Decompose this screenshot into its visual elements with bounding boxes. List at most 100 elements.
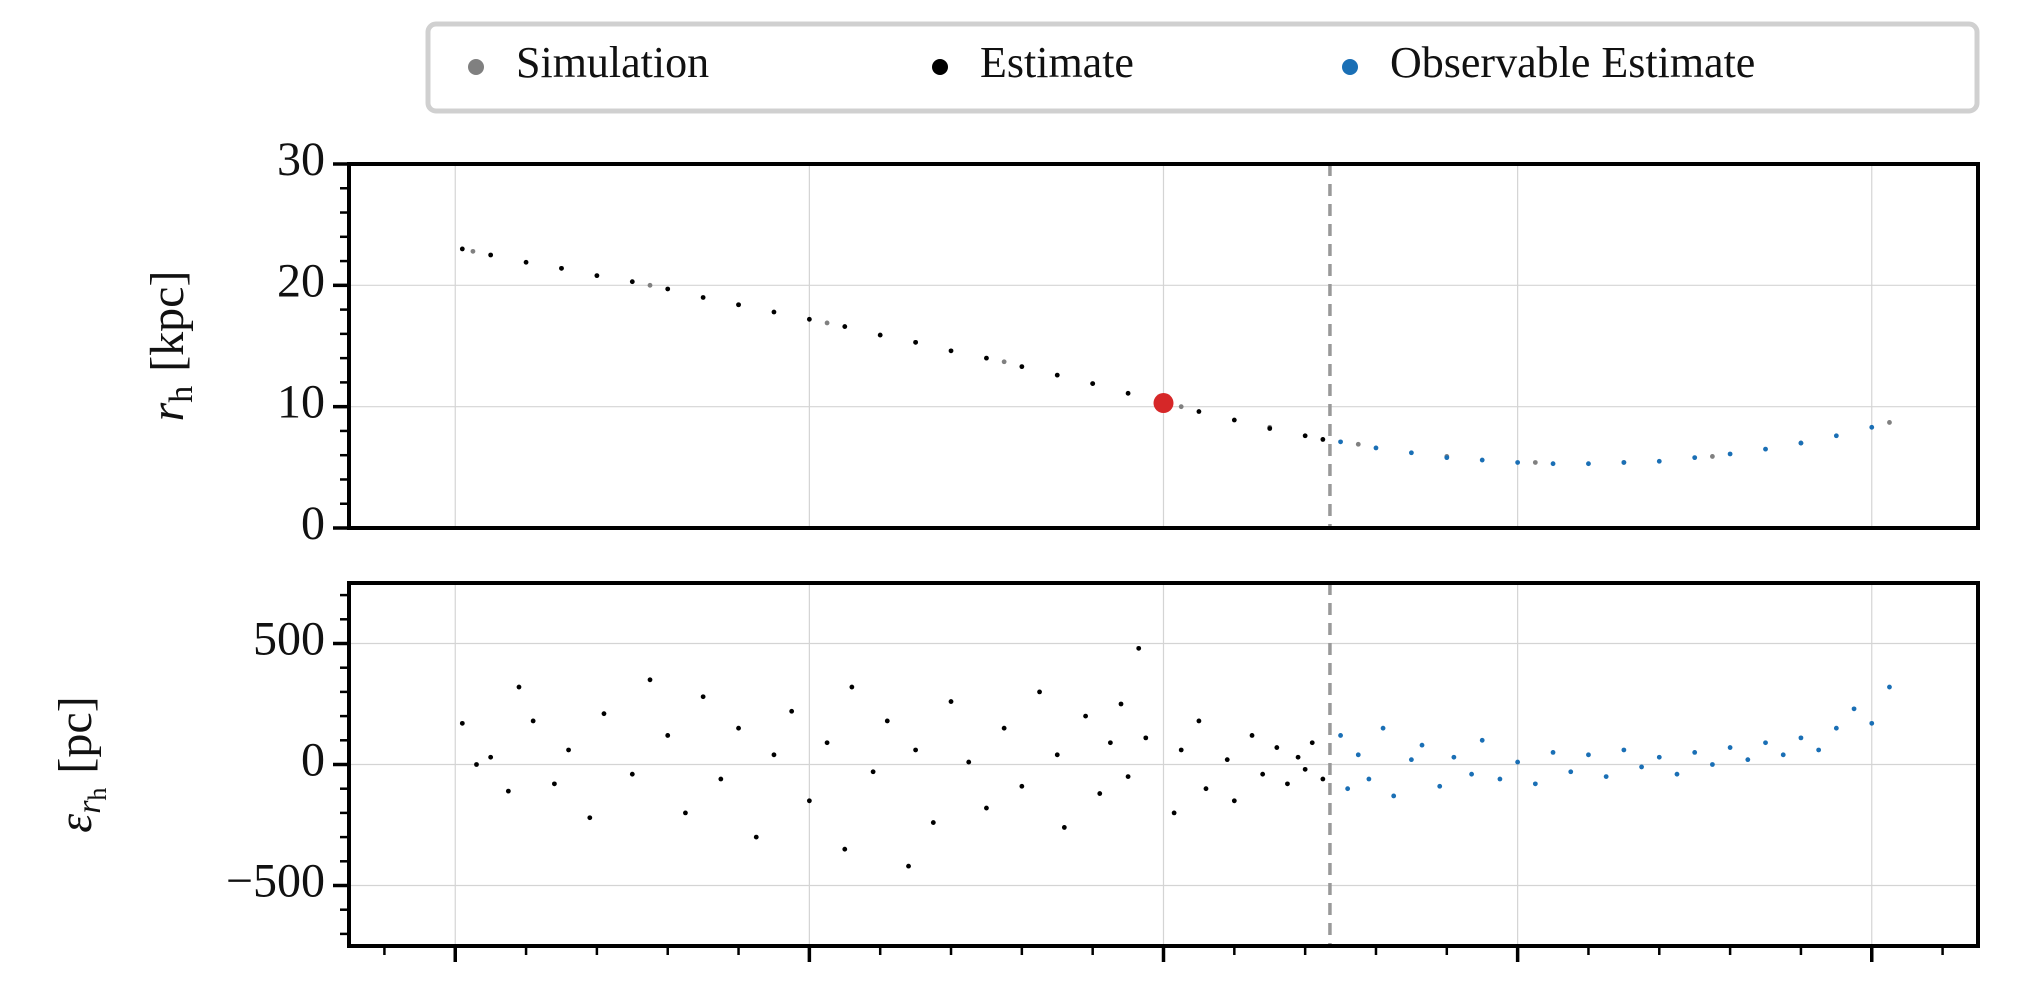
data-point <box>1143 735 1149 741</box>
data-point <box>1125 774 1131 779</box>
data-point <box>1798 735 1804 741</box>
data-point <box>1054 372 1060 378</box>
data-point <box>948 348 954 354</box>
data-point <box>551 781 557 787</box>
data-point <box>1621 747 1627 753</box>
y-axis-label: εrh [pc] <box>49 696 112 832</box>
data-point <box>1887 420 1892 425</box>
data-point <box>1285 781 1290 787</box>
data-point <box>1118 701 1124 707</box>
data-point <box>913 747 919 753</box>
data-point <box>1309 740 1315 746</box>
data-point <box>459 246 465 252</box>
data-point <box>459 720 465 726</box>
data-point <box>1798 440 1804 446</box>
data-point <box>753 834 759 840</box>
data-point <box>1745 757 1751 763</box>
label-unit: [pc] <box>49 696 102 773</box>
data-point <box>505 788 511 794</box>
data-point <box>700 295 706 300</box>
data-point <box>849 684 855 690</box>
data-point <box>470 248 476 254</box>
data-point <box>1203 786 1209 792</box>
data-point <box>1550 461 1556 467</box>
legend-frame <box>425 21 1980 114</box>
data-point <box>1727 451 1733 457</box>
data-point <box>1674 771 1680 777</box>
data-point <box>1366 776 1372 782</box>
data-point <box>1586 752 1591 758</box>
data-point <box>1710 454 1715 459</box>
data-point <box>523 259 529 265</box>
data-point <box>1302 766 1308 772</box>
legend-marker <box>468 59 484 75</box>
data-point <box>1727 745 1733 750</box>
data-point <box>984 805 989 811</box>
data-point <box>1408 757 1414 763</box>
data-point <box>1887 684 1892 690</box>
data-point <box>1231 798 1237 804</box>
y-tick-label: 500 <box>253 613 325 666</box>
data-point <box>1656 754 1662 760</box>
data-point <box>1320 776 1326 782</box>
data-point <box>530 718 536 724</box>
data-point <box>1469 771 1474 777</box>
data-point <box>906 863 911 869</box>
data-point <box>1338 733 1343 738</box>
data-point <box>1345 786 1351 792</box>
data-point <box>1833 725 1839 731</box>
data-point <box>1710 762 1715 767</box>
data-point <box>1001 725 1007 731</box>
data-point <box>1479 457 1485 463</box>
data-point <box>1408 450 1414 456</box>
data-point <box>594 273 600 279</box>
data-point <box>1550 750 1556 755</box>
data-point <box>1851 706 1857 712</box>
data-point <box>1586 461 1591 467</box>
data-point <box>1816 747 1822 753</box>
legend-label: Simulation <box>516 38 709 87</box>
data-point <box>1515 460 1521 465</box>
data-point <box>601 711 607 717</box>
data-point <box>1373 445 1379 451</box>
data-point <box>1515 759 1521 765</box>
data-point <box>1639 764 1644 770</box>
label-subsubscript: h <box>83 788 112 801</box>
data-point <box>1479 737 1485 743</box>
label-unit: [kpc] <box>141 271 194 372</box>
data-point <box>1603 774 1609 779</box>
data-point <box>736 725 741 731</box>
data-point <box>870 769 876 775</box>
panel: −500 0 500 εrh [pc] <box>49 581 1980 962</box>
data-point <box>1444 455 1450 461</box>
data-point <box>913 339 919 345</box>
data-point <box>474 762 479 767</box>
panel: 0 10 20 30 rh [kpc] <box>141 133 1980 550</box>
legend: Simulation Estimate Observable Estimate <box>425 21 1980 114</box>
data-point <box>587 815 593 821</box>
y-tick-label: −500 <box>226 855 325 908</box>
data-point <box>1320 437 1326 442</box>
data-point <box>842 324 848 329</box>
y-tick-label: 0 <box>301 734 325 787</box>
data-point <box>1196 409 1202 414</box>
data-point <box>1302 433 1308 439</box>
data-point <box>488 754 494 760</box>
data-point <box>824 320 830 326</box>
data-point <box>1419 742 1425 748</box>
data-point <box>1869 424 1875 430</box>
data-point <box>1780 752 1786 758</box>
data-point <box>1019 364 1025 370</box>
data-point <box>647 677 653 683</box>
data-point <box>1037 689 1042 695</box>
label-symbol: ε <box>49 814 102 833</box>
data-point <box>1380 725 1386 731</box>
data-point <box>647 282 653 288</box>
data-point <box>1171 810 1177 816</box>
data-point <box>1355 441 1361 447</box>
data-point <box>1107 740 1113 746</box>
data-point <box>1061 825 1067 830</box>
legend-marker <box>1342 59 1358 75</box>
data-point <box>1355 752 1361 758</box>
